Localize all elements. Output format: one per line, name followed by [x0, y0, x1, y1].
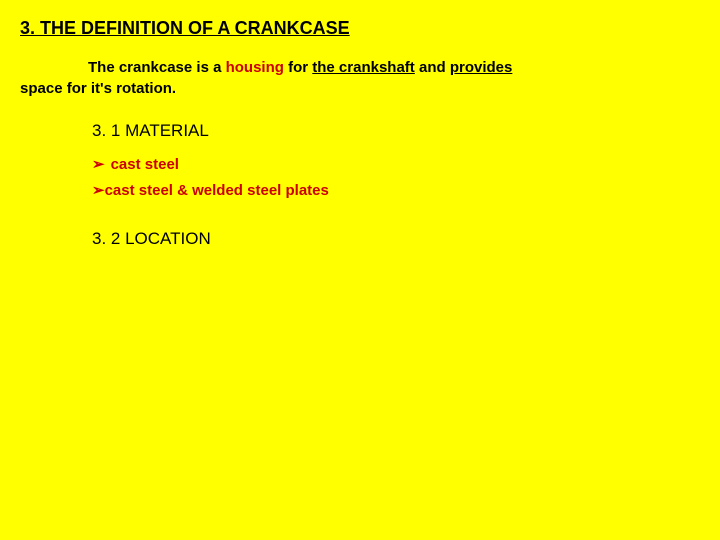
- subheading-material: 3. 1 MATERIAL: [92, 121, 700, 141]
- bullet-item: ➢ cast steel: [92, 155, 700, 173]
- def-crankshaft: the crankshaft: [312, 59, 415, 76]
- def-line2: space for it's rotation.: [20, 80, 176, 97]
- subheading-location: 3. 2 LOCATION: [92, 229, 700, 249]
- bullet-arrow-icon: ➢: [92, 155, 105, 173]
- section-title: 3. THE DEFINITION OF A CRANKCASE: [20, 18, 700, 39]
- def-mid: for: [284, 59, 312, 76]
- definition-paragraph: The crankcase is a housing for the crank…: [20, 57, 700, 99]
- def-mid2: and: [415, 59, 450, 76]
- bullet-arrow-icon: ➢: [92, 181, 105, 199]
- def-housing: housing: [226, 59, 284, 76]
- bullet-item: ➢ cast steel & welded steel plates: [92, 181, 700, 199]
- bullet-text: cast steel & welded steel plates: [105, 182, 329, 199]
- def-prefix: The crankcase is a: [88, 59, 226, 76]
- def-provides: provides: [450, 59, 513, 76]
- bullet-text: cast steel: [111, 156, 179, 173]
